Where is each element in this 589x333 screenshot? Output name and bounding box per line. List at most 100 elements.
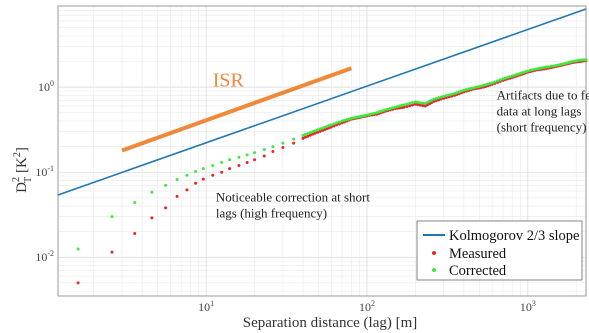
corrected-point — [316, 128, 320, 132]
corrected-point — [467, 87, 471, 91]
y-tick-base: 10 — [35, 250, 47, 264]
y-axis-label-base: D — [14, 182, 30, 193]
y-tick-base: 10 — [35, 165, 47, 179]
corrected-point — [447, 93, 451, 97]
legend-box — [416, 220, 583, 281]
measured-point — [175, 194, 179, 198]
measured-point — [411, 103, 415, 107]
corrected-point — [584, 58, 588, 62]
measured-point — [150, 216, 154, 220]
corrected-point — [318, 127, 322, 131]
corrected-point — [340, 119, 344, 123]
corrected-point — [549, 64, 553, 68]
measured-point — [201, 177, 205, 181]
corrected-point — [434, 97, 438, 101]
corrected-point — [547, 65, 551, 69]
corrected-point — [506, 75, 510, 79]
corrected-point — [444, 94, 448, 98]
annotation-line: data at long lags — [497, 103, 582, 118]
measured-point — [164, 206, 168, 210]
legend-corrected-label: Corrected — [449, 263, 507, 279]
corrected-point — [175, 178, 179, 182]
measured-point — [421, 104, 425, 108]
y-axis-label-unit-close: ] — [14, 147, 30, 152]
corrected-point — [450, 92, 454, 96]
y-axis-label-unit: [K — [14, 157, 30, 173]
corrected-point — [469, 86, 473, 90]
y-tick-label: 10-2 — [35, 249, 54, 264]
x-tick-base: 10 — [359, 300, 371, 314]
measured-point — [332, 124, 336, 128]
corrected-point — [503, 76, 507, 80]
measured-point — [408, 104, 412, 108]
corrected-point — [342, 118, 346, 122]
annotation-line: Artifacts due to few — [497, 87, 589, 102]
x-axis-label: Separation distance (lag) [m] — [243, 315, 418, 331]
corrected-point — [271, 145, 275, 149]
corrected-point — [464, 88, 468, 92]
corrected-point — [490, 81, 494, 85]
corrected-point — [281, 141, 285, 145]
measured-point — [303, 135, 307, 139]
corrected-point — [308, 131, 312, 135]
corrected-point — [262, 147, 266, 151]
corrected-point — [501, 77, 505, 81]
x-tick-base: 10 — [520, 300, 532, 314]
measured-point — [292, 141, 296, 145]
x-tick-exponent: 3 — [532, 299, 536, 308]
corrected-point — [220, 160, 224, 164]
corrected-point — [303, 133, 307, 137]
corrected-point — [245, 153, 249, 157]
corrected-point — [472, 86, 476, 90]
corrected-point — [347, 117, 351, 121]
corrected-point — [531, 68, 535, 72]
corrected-point — [228, 158, 232, 162]
legend-measured-label: Measured — [449, 246, 507, 262]
y-tick-base: 10 — [38, 80, 50, 94]
y-tick-label: 10-1 — [35, 164, 54, 179]
corrected-point — [421, 101, 425, 105]
corrected-point — [493, 80, 497, 84]
corrected-point — [479, 84, 483, 88]
corrected-point — [432, 97, 436, 101]
measured-point — [318, 129, 322, 133]
corrected-point — [402, 103, 406, 107]
corrected-point — [329, 123, 333, 127]
x-tick-labels: 101 102 103 — [198, 299, 536, 314]
corrected-point — [367, 112, 371, 116]
corrected-point — [365, 113, 369, 117]
measured-point — [228, 167, 232, 171]
corrected-point — [133, 201, 137, 205]
measured-point — [418, 103, 422, 107]
measured-point — [262, 154, 266, 158]
corrected-point — [185, 173, 189, 177]
corrected-point — [457, 90, 461, 94]
corrected-point — [110, 215, 114, 219]
y-tick-exponent: 0 — [50, 79, 54, 88]
measured-point — [281, 146, 285, 150]
kolmogorov-slope-line — [57, 8, 587, 196]
corrected-point — [311, 130, 315, 134]
y-tick-exponent: -2 — [47, 249, 54, 258]
legend-kolmogorov-label: Kolmogorov 2/3 slope — [449, 228, 580, 244]
corrected-point — [439, 95, 443, 99]
corrected-point — [388, 107, 392, 111]
corrected-point — [237, 155, 241, 159]
measured-point — [413, 102, 417, 106]
measured-point — [220, 170, 224, 174]
corrected-point — [211, 163, 215, 167]
measured-point — [306, 134, 310, 138]
corrected-point — [383, 108, 387, 112]
corrected-point — [437, 96, 441, 100]
corrected-point — [496, 79, 500, 83]
y-axis-label: D2T[K2] — [11, 147, 34, 193]
corrected-point — [408, 101, 412, 105]
corrected-point — [292, 137, 296, 141]
corrected-point — [418, 101, 422, 105]
measured-point — [301, 136, 305, 140]
corrected-point — [552, 64, 556, 68]
measured-point — [316, 130, 320, 134]
measured-point — [311, 132, 315, 136]
grid-lines — [58, 5, 586, 296]
